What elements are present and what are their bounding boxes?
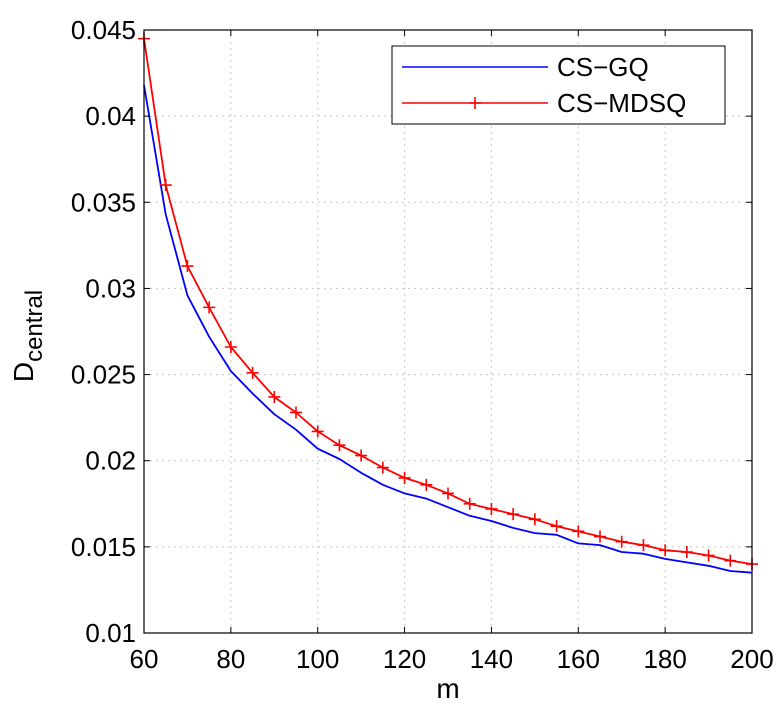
data-point-cs-mdsq (290, 406, 302, 419)
data-point-cs-mdsq (268, 390, 281, 403)
y-tick-labels: 0.01 0.015 0.02 0.025 0.03 0.035 0.04 0.045 (71, 15, 136, 648)
y-tick-label: 0.04 (85, 101, 136, 131)
x-tick-label: 140 (470, 644, 513, 674)
legend-marker-cs-mdsq (469, 97, 481, 109)
y-tick-label: 0.025 (71, 360, 136, 390)
data-point-cs-mdsq (572, 525, 585, 538)
data-point-cs-mdsq (528, 513, 541, 526)
data-point-cs-mdsq (594, 530, 606, 543)
data-point-cs-mdsq (333, 439, 346, 452)
data-point-cs-mdsq (442, 487, 454, 500)
plot-frame (143, 29, 753, 634)
legend-box (391, 45, 726, 125)
y-axis-label: Dcentral (8, 290, 48, 382)
data-point-cs-mdsq (376, 461, 389, 474)
data-point-cs-mdsq (463, 497, 476, 510)
y-tick-label: 0.035 (71, 187, 136, 217)
data-point-cs-mdsq (311, 425, 324, 438)
series-layer (138, 32, 758, 574)
y-tick-label: 0.045 (71, 15, 136, 45)
y-tick-label: 0.015 (71, 532, 136, 562)
svg-text:Dcentral: Dcentral (8, 290, 48, 382)
data-point-cs-mdsq (724, 554, 737, 567)
x-tick-label: 180 (643, 644, 686, 674)
data-point-cs-mdsq (355, 449, 368, 462)
data-point-cs-mdsq (485, 502, 498, 515)
x-tick-label: 60 (130, 644, 159, 674)
data-point-cs-mdsq (507, 508, 520, 521)
y-tick-label: 0.02 (85, 446, 136, 476)
y-tick-label: 0.01 (85, 618, 136, 648)
data-point-cs-mdsq (637, 539, 650, 552)
y-tick-label: 0.03 (85, 273, 136, 303)
data-point-cs-mdsq (420, 478, 433, 491)
series-line-cs-gq (143, 84, 753, 574)
plot-area (144, 30, 752, 633)
data-point-cs-mdsq (159, 179, 172, 192)
data-point-cs-mdsq (680, 546, 693, 559)
y-axis-label-main: D (8, 362, 39, 382)
grid-lines (144, 30, 752, 633)
x-tick-label: 160 (557, 644, 600, 674)
x-tick-labels: 60 80 100 120 140 160 180 200 (130, 644, 774, 674)
x-tick-label: 100 (296, 644, 339, 674)
legend-label-cs-mdsq: CS−MDSQ (557, 88, 686, 118)
data-point-cs-mdsq (246, 366, 259, 379)
axis-ticks (143, 29, 753, 634)
data-point-cs-mdsq (659, 544, 672, 557)
data-point-cs-mdsq (203, 301, 216, 314)
legend-label-cs-gq: CS−GQ (557, 52, 649, 82)
data-point-cs-mdsq (181, 260, 194, 273)
x-axis-label: m (436, 673, 459, 704)
x-tick-label: 120 (383, 644, 426, 674)
data-point-cs-mdsq (702, 549, 715, 562)
data-point-cs-mdsq (398, 471, 411, 484)
data-point-cs-mdsq (224, 341, 237, 354)
y-axis-label-sub: central (21, 290, 48, 362)
data-point-cs-mdsq (550, 520, 563, 533)
legend: CS−GQ CS−MDSQ (391, 45, 726, 125)
x-tick-label: 200 (730, 644, 773, 674)
x-tick-label: 80 (216, 644, 245, 674)
data-point-cs-mdsq (615, 535, 628, 548)
